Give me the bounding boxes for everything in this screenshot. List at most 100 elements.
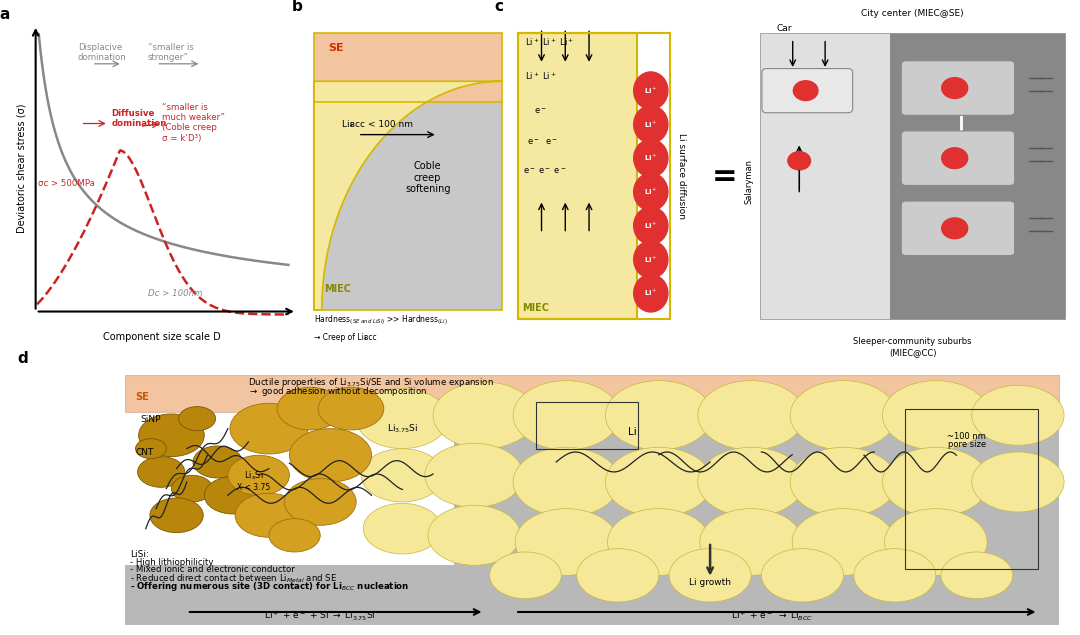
Text: SE: SE (328, 43, 343, 53)
Text: Coble
creep
softening: Coble creep softening (405, 161, 450, 194)
FancyBboxPatch shape (762, 69, 852, 113)
Circle shape (972, 452, 1064, 512)
Circle shape (885, 509, 987, 575)
Circle shape (428, 505, 521, 565)
Circle shape (284, 479, 356, 525)
Circle shape (787, 152, 810, 170)
Text: Li$^+$: Li$^+$ (644, 288, 658, 298)
Circle shape (791, 380, 896, 450)
Circle shape (577, 549, 659, 602)
Bar (760, 34, 890, 319)
Bar (517, 34, 636, 319)
Circle shape (319, 387, 383, 430)
Text: Li surface diffusion: Li surface diffusion (677, 133, 686, 219)
Circle shape (941, 552, 1013, 599)
Text: Liᴃᴄᴄ < 100 nm: Liᴃᴄᴄ < 100 nm (342, 120, 414, 129)
Circle shape (634, 105, 667, 143)
FancyBboxPatch shape (901, 131, 1014, 185)
Circle shape (513, 380, 620, 450)
Text: Li$^+$: Li$^+$ (644, 255, 658, 265)
Circle shape (356, 389, 448, 448)
Text: Displacive
domination: Displacive domination (78, 43, 126, 62)
Circle shape (138, 414, 204, 457)
Text: Li$^+$ + e$^-$ + Si $\rightarrow$ Li$_{3.75}$Si: Li$^+$ + e$^-$ + Si $\rightarrow$ Li$_{3… (265, 610, 376, 624)
Circle shape (606, 447, 712, 517)
Text: - Mixed ionic and electronic conductor: - Mixed ionic and electronic conductor (131, 565, 295, 574)
Text: Hardness$_{(SE\ and\ LiSi)}$ >> Hardness$_{(Li)}$: Hardness$_{(SE\ and\ LiSi)}$ >> Hardness… (314, 313, 447, 327)
FancyBboxPatch shape (901, 201, 1014, 256)
Circle shape (228, 455, 289, 495)
Text: Sleeper-community suburbs: Sleeper-community suburbs (853, 337, 972, 347)
Circle shape (942, 77, 968, 98)
Circle shape (235, 493, 302, 537)
Text: - High lithiophilicity: - High lithiophilicity (131, 558, 214, 567)
Bar (536, 402, 638, 448)
Circle shape (794, 81, 818, 100)
Circle shape (793, 509, 894, 575)
Circle shape (513, 447, 620, 517)
Circle shape (700, 509, 802, 575)
Text: “smaller is
much weaker”
(Coble creep
σ = k’D³): “smaller is much weaker” (Coble creep σ … (162, 103, 225, 143)
Text: LiSi:: LiSi: (131, 550, 149, 559)
Circle shape (942, 218, 968, 239)
Text: CNT: CNT (136, 448, 154, 457)
Circle shape (178, 406, 216, 431)
Bar (454, 412, 1058, 625)
Text: (MIEC@CC): (MIEC@CC) (889, 348, 936, 357)
Text: Li growth: Li growth (689, 578, 731, 587)
Bar (314, 102, 501, 310)
Circle shape (433, 382, 536, 448)
Text: Li$^+$: Li$^+$ (644, 187, 658, 197)
Bar (314, 33, 501, 310)
Circle shape (606, 380, 712, 450)
Text: Component size scale D: Component size scale D (103, 333, 221, 342)
Circle shape (137, 457, 185, 487)
Circle shape (204, 477, 261, 514)
Text: Salaryman: Salaryman (744, 159, 753, 204)
Circle shape (634, 274, 667, 312)
Bar (314, 33, 501, 102)
Bar (125, 565, 1058, 625)
Text: Li$^+$ Li$^+$: Li$^+$ Li$^+$ (525, 70, 556, 83)
Text: Li: Li (629, 427, 637, 438)
Circle shape (424, 443, 524, 507)
Bar (890, 34, 1065, 319)
Text: Li$^+$: Li$^+$ (644, 220, 658, 231)
Text: Car: Car (777, 24, 792, 33)
Text: Li$_x$Si: Li$_x$Si (244, 470, 264, 482)
Text: - Reduced direct contact between Li$_{Metal}$ and SE: - Reduced direct contact between Li$_{Me… (131, 573, 338, 585)
Circle shape (607, 509, 711, 575)
Circle shape (853, 549, 935, 602)
Text: pore size: pore size (947, 440, 986, 450)
Text: → Creep of Liᴃᴄᴄ: → Creep of Liᴃᴄᴄ (314, 333, 377, 342)
Circle shape (150, 498, 203, 533)
Text: MIEC: MIEC (324, 284, 351, 294)
Text: σc > 500MPa: σc > 500MPa (39, 178, 95, 188)
Text: “smaller is
stronger”: “smaller is stronger” (148, 43, 193, 62)
Text: City center (MIEC@SE): City center (MIEC@SE) (861, 9, 964, 18)
Circle shape (193, 446, 242, 478)
Circle shape (363, 504, 442, 554)
Polygon shape (314, 81, 501, 310)
Circle shape (230, 403, 308, 454)
Circle shape (278, 387, 342, 430)
Text: Dc > 100nm: Dc > 100nm (148, 289, 202, 298)
Text: ~100 nm: ~100 nm (947, 432, 986, 441)
Bar (905, 409, 1039, 569)
Circle shape (361, 448, 443, 502)
Circle shape (972, 385, 1064, 445)
Circle shape (634, 72, 667, 109)
Text: e$^-$ e$^-$ e$^-$: e$^-$ e$^-$ e$^-$ (523, 166, 566, 176)
Text: X < 3.75: X < 3.75 (237, 483, 270, 492)
Bar (517, 34, 670, 319)
Text: b: b (292, 0, 302, 14)
Text: $\rightarrow$ good adhesion without decomposition: $\rightarrow$ good adhesion without deco… (248, 385, 428, 398)
Circle shape (882, 447, 989, 517)
Text: a: a (0, 7, 10, 22)
Circle shape (634, 140, 667, 177)
Circle shape (761, 549, 843, 602)
Text: d: d (17, 351, 28, 366)
Text: MIEC: MIEC (523, 304, 550, 314)
Text: e$^-$  e$^-$: e$^-$ e$^-$ (527, 138, 558, 147)
Circle shape (172, 475, 213, 502)
